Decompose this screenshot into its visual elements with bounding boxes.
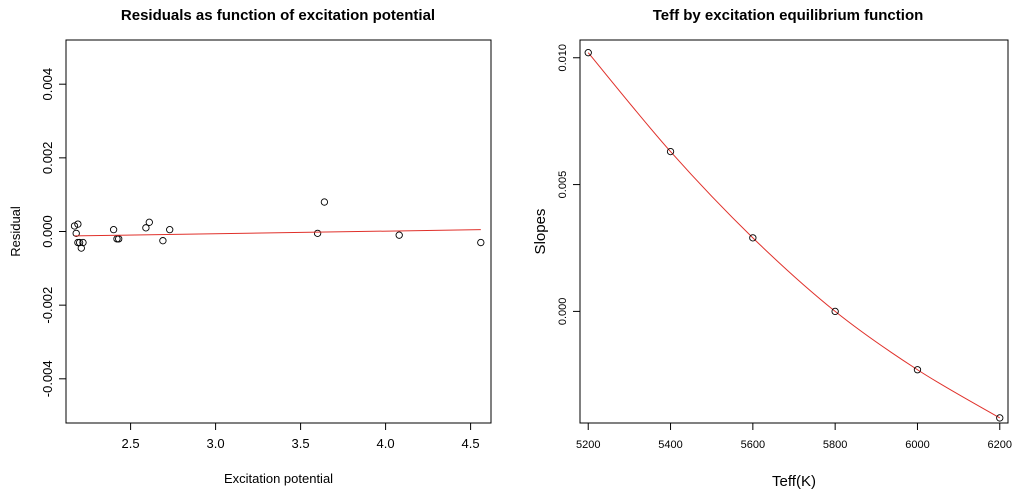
chart2-data-point (749, 234, 757, 242)
chart2-title: Teff by excitation equilibrium function (653, 7, 924, 24)
chart2-data-point (913, 366, 922, 374)
chart1-x-tick-label: 4.0 (377, 436, 395, 451)
chart1-data-point (159, 237, 167, 245)
chart1-data-point (75, 238, 84, 247)
chart1-y-tick-label: -0.002 (40, 287, 55, 324)
chart1-data-point (145, 218, 153, 226)
chart1-data-point (166, 226, 174, 234)
chart2-data-point (831, 307, 839, 316)
chart1-data-point (109, 226, 118, 234)
chart1-data-point (79, 238, 87, 247)
chart1-data-point (74, 220, 82, 228)
chart1-x-axis-label: Excitation potential (224, 471, 333, 486)
chart1-data-point (395, 231, 403, 239)
chart1-fit-line (74, 229, 481, 237)
chart2-x-tick-label: 5400 (658, 439, 682, 451)
chart2-fit-curve (587, 52, 1001, 419)
chart1-x-tick-label: 3.0 (207, 436, 225, 451)
chart2-data-point (584, 49, 592, 57)
chart1-data-point (72, 229, 80, 237)
chart2-y-tick-label: 0.010 (557, 44, 569, 72)
chart2-x-tick-label: 5600 (741, 439, 765, 451)
chart2-data-point (666, 147, 675, 156)
chart1-data-point (313, 229, 322, 237)
chart1-x-tick-label: 2.5 (122, 436, 140, 451)
chart1-y-tick-label: -0.004 (40, 360, 55, 397)
chart2-y-tick-label: 0.000 (557, 298, 569, 326)
chart1-data-point (70, 222, 79, 230)
chart1-plot-frame (65, 39, 492, 424)
chart2-plot-frame (579, 39, 1009, 424)
chart1-x-tick-label: 4.5 (462, 436, 480, 451)
chart2-x-tick-label: 5200 (576, 439, 600, 451)
chart2-x-tick-label: 5800 (823, 439, 847, 451)
chart1-data-point (142, 224, 150, 232)
chart2-x-tick-label: 6200 (988, 439, 1012, 451)
chart1-title: Residuals as function of excitation pote… (121, 7, 435, 24)
chart2-data-point (996, 414, 1004, 422)
chart1-y-axis-label: Residual (8, 206, 23, 257)
chart2-y-tick-label: 0.005 (557, 171, 569, 199)
chart1-data-point (77, 244, 85, 252)
chart2-x-axis-label: Teff(K) (772, 473, 816, 490)
chart1-data-point (477, 238, 485, 247)
chart1-y-tick-label: 0.002 (40, 142, 55, 175)
chart2-x-tick-label: 6000 (905, 439, 929, 451)
chart1-y-tick-label: 0.000 (40, 215, 55, 248)
chart1-y-tick-label: 0.004 (40, 68, 55, 101)
chart1-data-point (320, 198, 329, 206)
chart1-x-tick-label: 3.5 (292, 436, 310, 451)
chart2-y-axis-label: Slopes (532, 209, 549, 255)
